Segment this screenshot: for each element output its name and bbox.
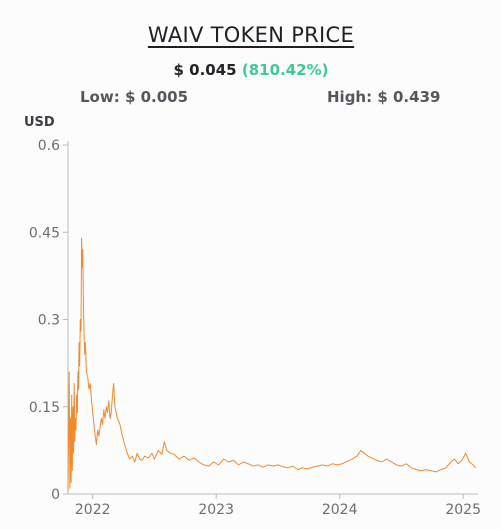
x-tick-label: 2025 <box>445 502 481 518</box>
title-text: WAIV TOKEN PRICE <box>147 23 355 47</box>
y-tick-label: 0 <box>51 487 60 503</box>
high-price: High: $ 0.439 <box>327 88 441 106</box>
y-tick-label: 0.6 <box>38 138 60 154</box>
y-tick-label: 0.45 <box>29 225 60 241</box>
price-series-line <box>67 237 476 492</box>
low-price: Low: $ 0.005 <box>80 88 189 106</box>
x-tick-label: 2023 <box>198 502 234 518</box>
y-tick-label: 0.15 <box>29 400 60 416</box>
x-tick-label: 2022 <box>75 502 111 518</box>
x-axis: 2022 2023 2024 2025 <box>68 493 481 518</box>
y-axis-unit-label: USD <box>24 115 55 130</box>
price-change: (810.42%) <box>241 61 329 79</box>
current-price: $ 0.045 <box>173 61 237 79</box>
y-tick-label: 0.3 <box>38 313 60 329</box>
price-row: $ 0.045 (810.42%) <box>0 61 502 79</box>
widget-title: WAIV TOKEN PRICE <box>0 23 502 47</box>
plot-area <box>67 237 476 492</box>
y-axis: 0 0.15 0.3 0.45 0.6 <box>29 138 69 503</box>
x-tick-label: 2024 <box>322 502 358 518</box>
